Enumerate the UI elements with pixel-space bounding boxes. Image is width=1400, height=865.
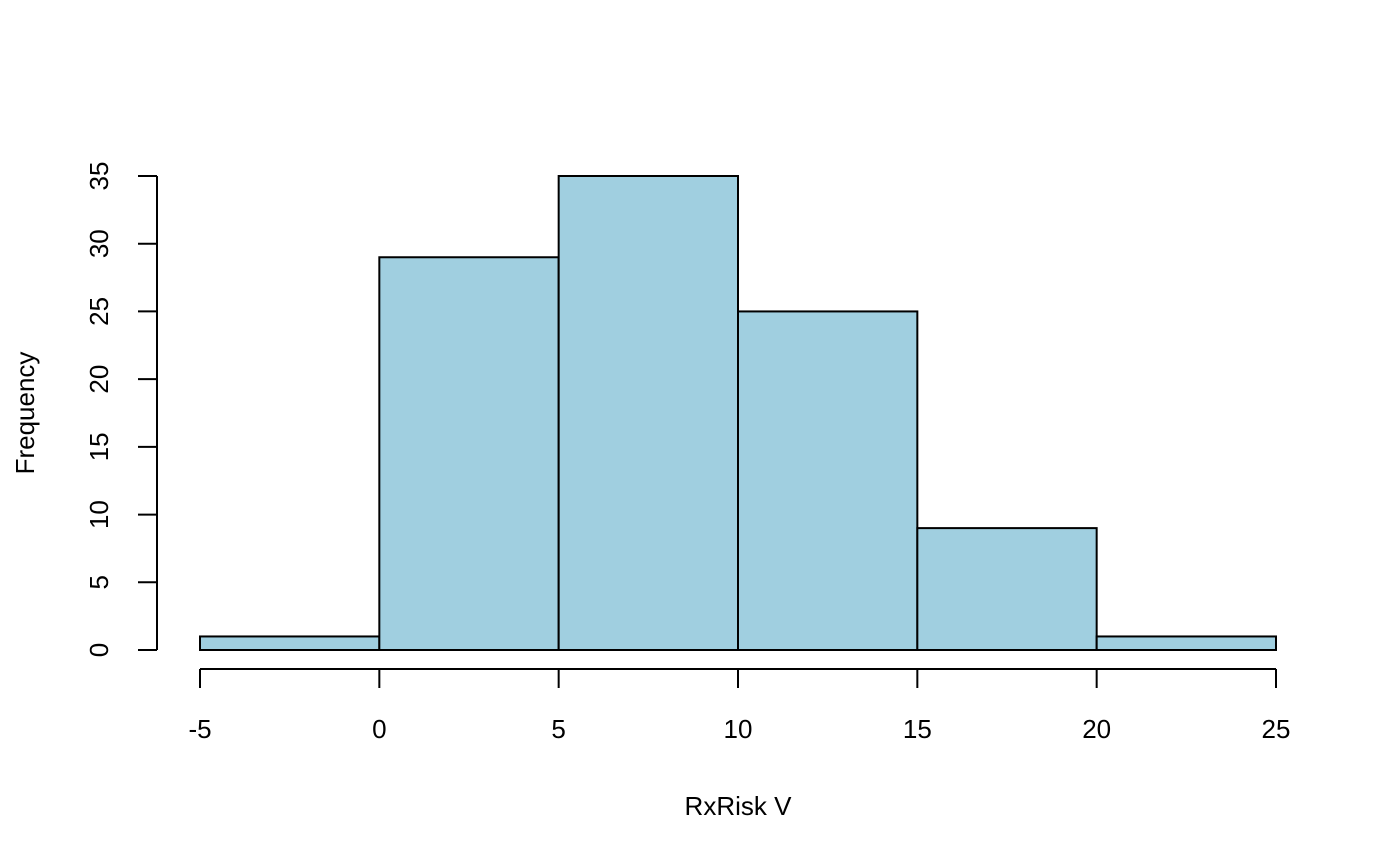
histogram-bar-1 — [378, 256, 560, 651]
histogram-bar-2 — [557, 175, 740, 651]
histogram-bar-5 — [1095, 635, 1277, 652]
x-tick-label-3: 10 — [724, 714, 753, 744]
x-tick-label-0: -5 — [188, 714, 211, 744]
histogram-bar-4 — [916, 527, 1098, 651]
y-tick-label-2: 10 — [84, 500, 114, 529]
y-tick-label-7: 35 — [84, 162, 114, 191]
x-axis-title: RxRisk V — [685, 791, 793, 821]
x-tick-label-4: 15 — [903, 714, 932, 744]
y-axis-title: Frequency — [10, 352, 40, 475]
x-tick-label-1: 0 — [372, 714, 386, 744]
x-tick-label-5: 20 — [1082, 714, 1111, 744]
x-axis: -5 0 5 10 15 20 25 — [188, 668, 1291, 744]
y-tick-label-6: 30 — [84, 229, 114, 258]
x-tick-label-6: 25 — [1262, 714, 1291, 744]
y-tick-label-0: 0 — [84, 643, 114, 657]
x-tick-label-2: 5 — [551, 714, 565, 744]
y-tick-label-1: 5 — [84, 575, 114, 589]
y-tick-label-5: 25 — [84, 297, 114, 326]
histogram-bars — [199, 175, 1277, 652]
y-axis: 0 5 10 15 20 25 30 35 — [84, 162, 158, 657]
y-tick-label-3: 15 — [84, 432, 114, 461]
y-tick-label-4: 20 — [84, 365, 114, 394]
histogram-bar-0 — [199, 635, 381, 652]
histogram-bar-3 — [737, 310, 919, 651]
